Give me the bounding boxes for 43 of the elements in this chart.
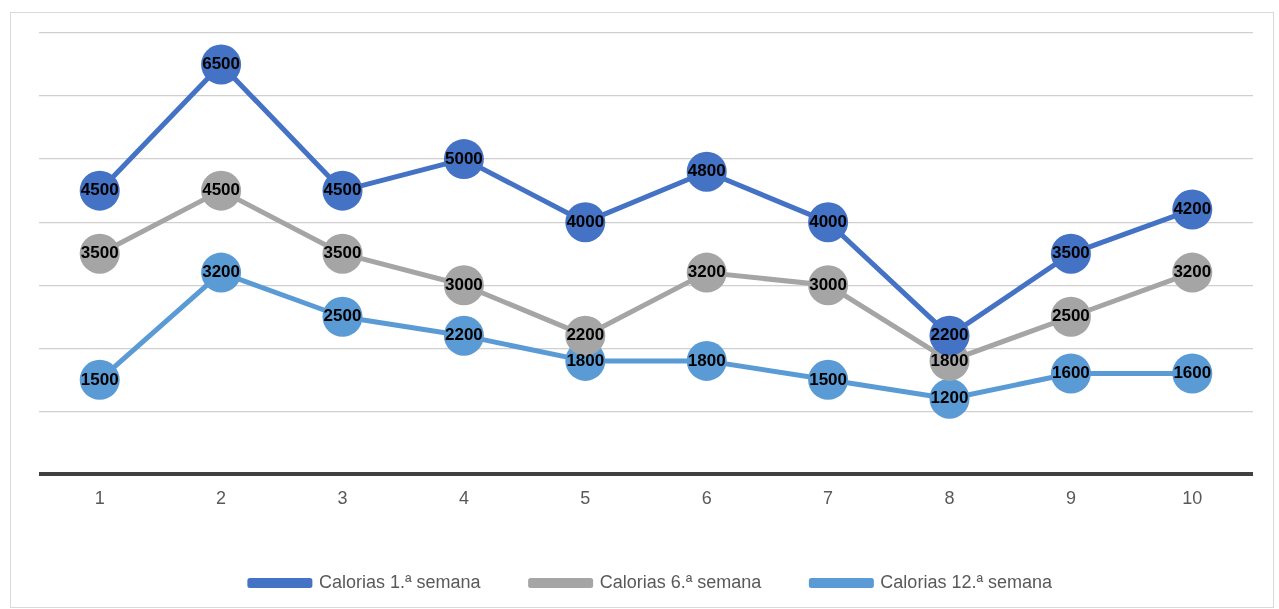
data-label: 4500 — [80, 180, 119, 200]
data-label: 3000 — [809, 274, 848, 294]
x-tick-label: 3 — [337, 488, 348, 509]
x-tick-label: 6 — [701, 488, 712, 509]
data-label: 4000 — [566, 211, 605, 231]
legend-label: Calorias 1.ª semana — [318, 571, 482, 592]
data-label: 1200 — [930, 388, 969, 408]
legend-label: Calorias 12.ª semana — [880, 571, 1054, 592]
data-label: 1600 — [1051, 363, 1090, 383]
data-label: 4000 — [809, 211, 848, 231]
data-label: 6500 — [202, 54, 241, 74]
data-label: 2200 — [930, 325, 969, 345]
data-label: 1800 — [687, 350, 726, 370]
x-tick-label: 4 — [458, 488, 469, 509]
x-tick-label: 1 — [94, 488, 105, 509]
data-label: 1800 — [566, 350, 605, 370]
data-label: 5000 — [444, 148, 483, 168]
data-label: 3500 — [323, 243, 362, 263]
data-label: 4500 — [323, 180, 362, 200]
data-label: 2200 — [566, 325, 605, 345]
data-label: 1500 — [809, 369, 848, 389]
legend-label: Calorias 6.ª semana — [599, 571, 763, 592]
data-label: 1500 — [80, 369, 119, 389]
x-tick-label: 9 — [1065, 488, 1076, 509]
data-label: 3500 — [80, 243, 119, 263]
data-label: 3500 — [1051, 243, 1090, 263]
data-label: 1800 — [930, 350, 969, 370]
x-tick-label: 2 — [216, 488, 227, 509]
x-tick-label: 10 — [1182, 488, 1203, 509]
data-label: 3200 — [1173, 262, 1212, 282]
data-label: 2500 — [1051, 306, 1090, 326]
data-label: 4200 — [1173, 199, 1212, 219]
data-label: 2200 — [444, 325, 483, 345]
x-tick-label: 5 — [580, 488, 591, 509]
data-label: 4800 — [687, 161, 726, 181]
data-label: 1600 — [1173, 363, 1212, 383]
data-label: 3000 — [444, 274, 483, 294]
x-tick-label: 7 — [823, 488, 834, 509]
data-label: 2500 — [323, 306, 362, 326]
x-tick-label: 8 — [944, 488, 955, 509]
data-label: 4500 — [202, 180, 241, 200]
data-label: 3200 — [687, 262, 726, 282]
data-label: 3200 — [202, 262, 241, 282]
